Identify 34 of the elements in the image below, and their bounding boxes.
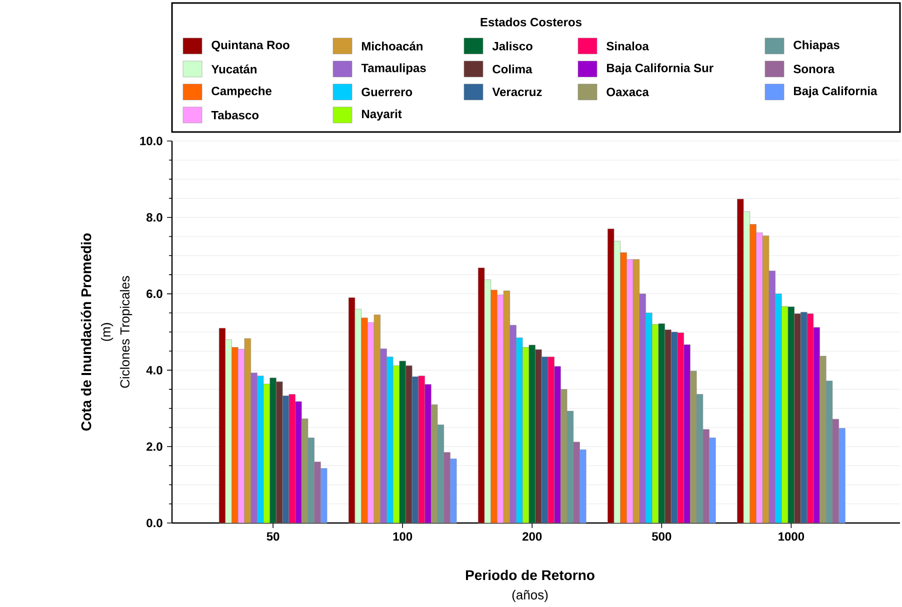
legend-label: Sinaloa bbox=[606, 42, 649, 50]
x-tick-label: 1000 bbox=[778, 532, 804, 541]
legend-label: Baja California bbox=[794, 86, 878, 98]
legend-label: Oaxaca bbox=[606, 88, 649, 96]
legend-label: Yucatán bbox=[211, 64, 256, 74]
text: (m) bbox=[100, 323, 114, 341]
text: Ciclones Tropicales bbox=[120, 276, 132, 388]
legend-label: Colima bbox=[492, 64, 532, 74]
y-tick-label: 8.0 bbox=[146, 213, 162, 222]
x-tick-label: 50 bbox=[266, 532, 280, 541]
legend-label: Quintana Roo bbox=[212, 40, 290, 52]
x-axis-title: Periodo de Retorno bbox=[466, 570, 594, 580]
legend-label: Tabasco bbox=[211, 110, 259, 120]
legend-title: Estados Costeros bbox=[480, 18, 582, 26]
legend-label: Jalisco bbox=[492, 42, 532, 50]
legend-label: Nayarit bbox=[362, 109, 402, 121]
legend-label: Michoacán bbox=[362, 42, 422, 50]
y-tick-label: 2.0 bbox=[146, 442, 162, 451]
legend-label: Campeche bbox=[212, 86, 272, 98]
y-axis-title: Cota de Inundación Promedio bbox=[80, 233, 92, 431]
y-tick-label: 0.0 bbox=[146, 518, 162, 528]
y-tick-label: 6.0 bbox=[146, 290, 162, 298]
legend-label: Baja California Sur bbox=[607, 63, 714, 75]
legend-label: Veracruz bbox=[492, 88, 542, 96]
y-tick-label: 4.0 bbox=[146, 366, 162, 374]
y-tick-label: 10.0 bbox=[140, 136, 162, 146]
x-tick-label: 100 bbox=[393, 532, 412, 541]
legend-label: Guerrero bbox=[362, 88, 412, 96]
legend-label: Chiapas bbox=[794, 40, 840, 52]
legend-label: Tamaulipas bbox=[361, 63, 426, 75]
legend-label: Sonora bbox=[794, 64, 835, 74]
x-tick-label: 200 bbox=[522, 532, 542, 541]
x-tick-label: 500 bbox=[652, 532, 672, 541]
text: (años) bbox=[512, 590, 548, 602]
